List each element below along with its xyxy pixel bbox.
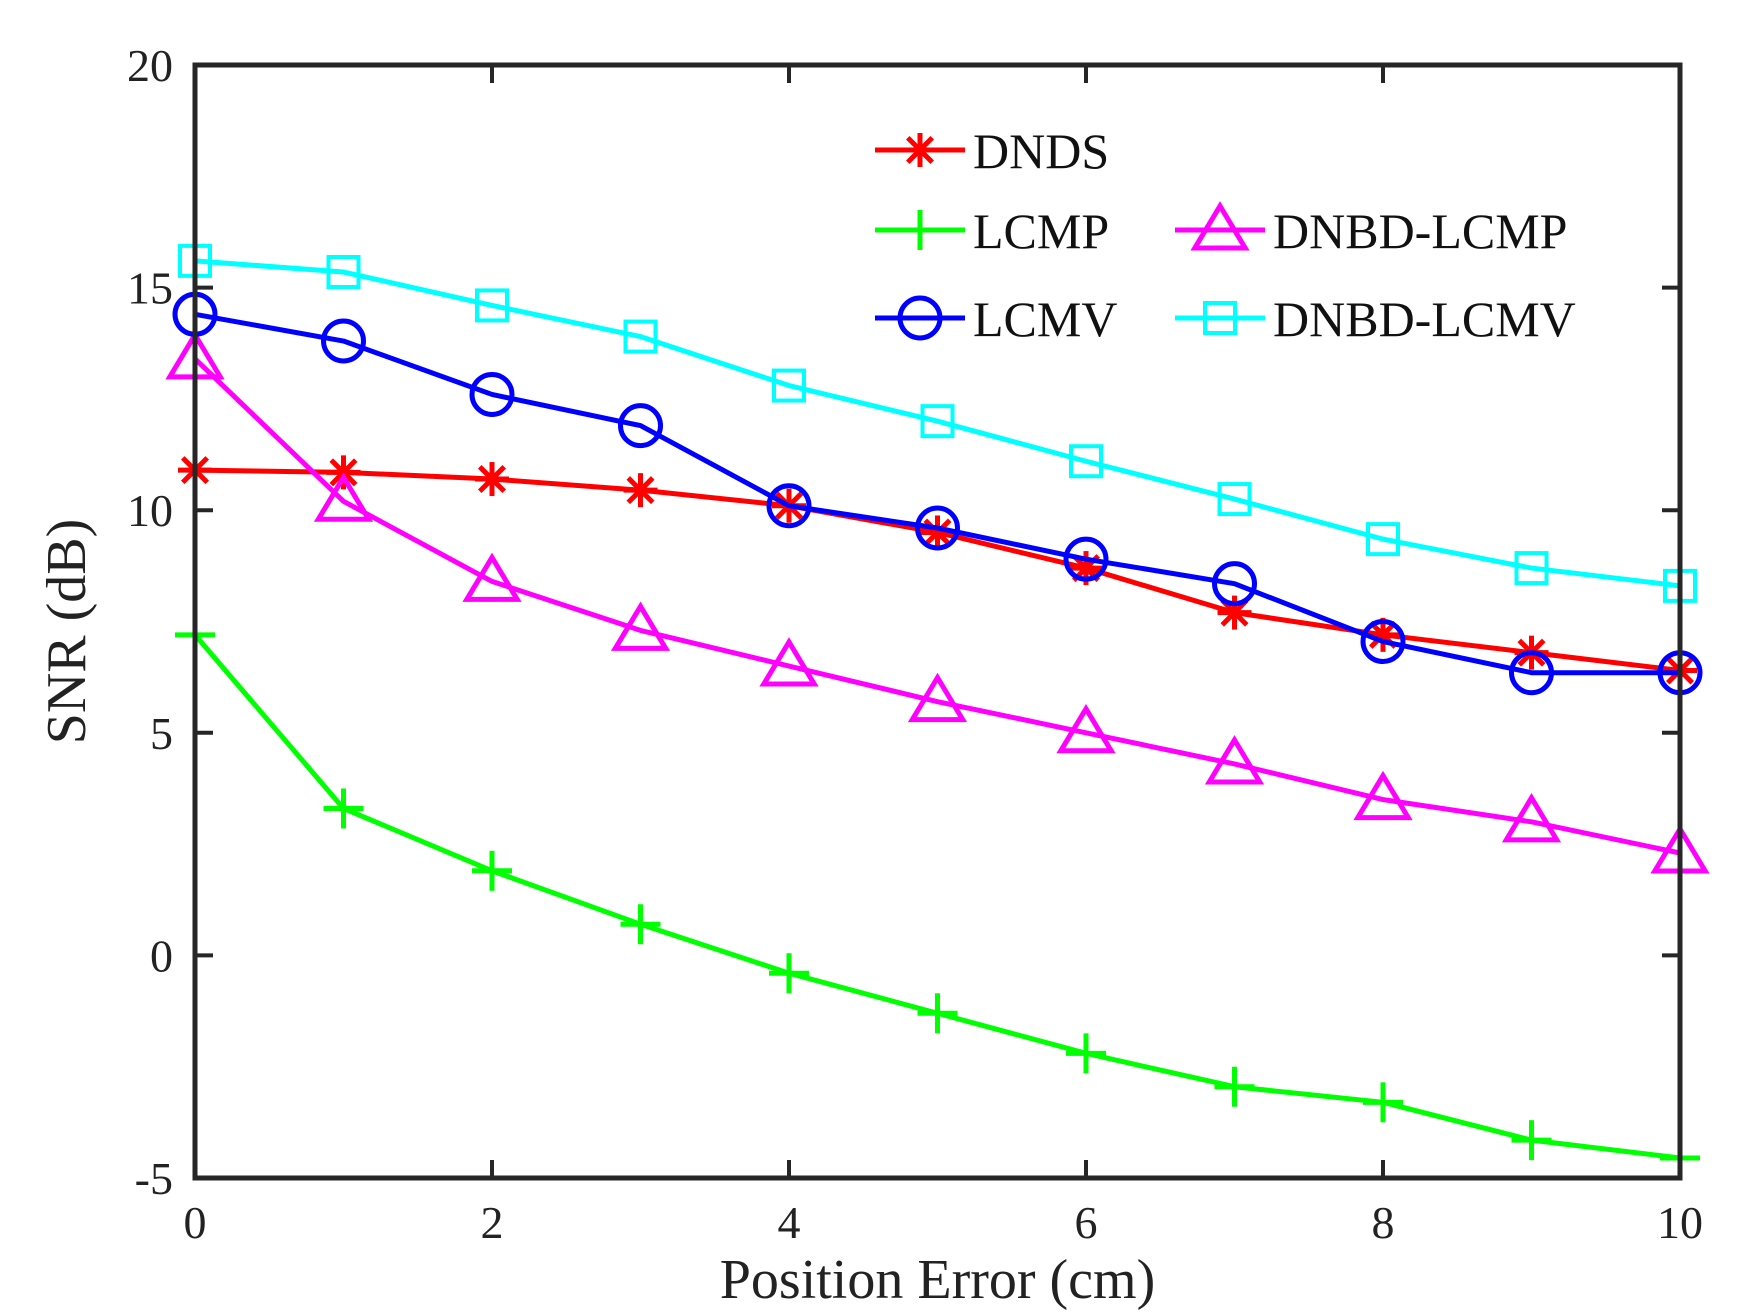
- series-dnbd-lcmv: [178, 243, 1697, 603]
- legend-marker-lcmv: [897, 295, 943, 341]
- data-point-lcmv: [1063, 536, 1109, 582]
- legend-marker-dnbd-lcmv: [1203, 301, 1237, 335]
- data-point-lcmp: [472, 850, 512, 891]
- data-point-lcmv: [1509, 650, 1554, 696]
- x-axis-label: Position Error (cm): [720, 1249, 1155, 1311]
- data-point-dnbd-lcmp: [1056, 703, 1116, 754]
- data-point-dnds: [475, 462, 509, 497]
- data-point-dnbd-lcmp: [462, 552, 522, 602]
- series-line-lcmv: [194, 311, 1680, 676]
- series-line-dnbd-lcmp: [193, 357, 1681, 856]
- legend-entry-lcmv: LCMV: [875, 291, 1117, 347]
- plot-frame: [192, 62, 1683, 1181]
- series-dnds: [178, 453, 1697, 688]
- data-point-lcmp: [1363, 1082, 1403, 1123]
- y-tick-label: 20: [127, 40, 173, 91]
- data-point-lcmv: [915, 505, 960, 551]
- data-point-dnbd-lcmv: [326, 255, 361, 290]
- series-line-dnbd-lcmv: [194, 258, 1681, 589]
- legend-label-dnbd-lcmv: DNBD-LCMV: [1273, 291, 1576, 347]
- data-point-dnbd-lcmp: [1204, 735, 1265, 785]
- x-tick-label: 6: [1075, 1197, 1098, 1248]
- data-point-lcmp: [1214, 1066, 1255, 1107]
- legend-entry-lcmp: LCMP: [875, 203, 1109, 259]
- data-point-dnbd-lcmv: [475, 288, 509, 323]
- data-point-dnbd-lcmp: [907, 672, 968, 723]
- data-point-lcmv: [321, 318, 366, 364]
- legend-entry-dnbd-lcmp: DNBD-LCMP: [1175, 201, 1567, 259]
- data-point-lcmv: [1360, 619, 1406, 665]
- legend-label-dnbd-lcmp: DNBD-LCMP: [1273, 203, 1567, 259]
- y-axis-label: SNR (dB): [36, 519, 98, 745]
- data-point-lcmv: [469, 371, 515, 417]
- x-tick-label: 4: [778, 1197, 801, 1248]
- legend-label-lcmp: LCMP: [973, 203, 1109, 259]
- data-point-lcmv: [618, 403, 663, 449]
- data-point-lcmp: [323, 788, 364, 829]
- ticks-layer: [193, 63, 1682, 1180]
- legend: DNDS LCMP DNBD-LCMP LCMV DNBD-LCMV: [875, 123, 1576, 347]
- data-point-lcmp: [769, 953, 809, 994]
- y-tick-label: 15: [127, 263, 173, 314]
- data-point-lcmv: [766, 483, 812, 529]
- legend-label-lcmv: LCMV: [973, 291, 1117, 347]
- legend-entry-dnbd-lcmv: DNBD-LCMV: [1175, 291, 1576, 347]
- data-point-dnbd-lcmp: [759, 637, 819, 687]
- y-tick-label: 10: [127, 485, 173, 536]
- series-lcmp: [175, 614, 1700, 1178]
- data-point-lcmp: [1511, 1120, 1552, 1161]
- x-tick-label: 0: [184, 1197, 207, 1248]
- data-point-dnbd-lcmv: [1217, 482, 1252, 517]
- data-point-dnbd-lcmv: [920, 404, 955, 439]
- data-point-dnbd-lcmp: [1353, 770, 1413, 821]
- series-lcmv: [172, 291, 1703, 696]
- data-point-dnds: [623, 473, 658, 508]
- data-point-lcmp: [1066, 1033, 1106, 1074]
- data-point-dnbd-lcmv: [1366, 522, 1400, 557]
- x-tick-label: 2: [481, 1197, 504, 1248]
- y-tick-label: 5: [150, 708, 173, 759]
- data-point-dnds: [326, 455, 361, 490]
- legend-marker-lcmp: [900, 210, 940, 250]
- legend-marker-dnbd-lcmp: [1190, 201, 1250, 251]
- data-point-dnbd-lcmv: [1514, 551, 1549, 586]
- data-point-lcmp: [917, 993, 958, 1034]
- y-tick-label: 0: [150, 930, 173, 981]
- data-point-lcmv: [1212, 561, 1257, 607]
- y-tick-label: -5: [135, 1153, 173, 1204]
- legend-label-dnds: DNDS: [973, 123, 1109, 179]
- data-point-lcmp: [620, 904, 661, 945]
- x-tick-label: 10: [1657, 1197, 1703, 1248]
- data-point-dnbd-lcmv: [623, 319, 658, 354]
- data-point-dnbd-lcmv: [1069, 444, 1103, 479]
- x-tick-label: 8: [1372, 1197, 1395, 1248]
- data-point-dnbd-lcmv: [772, 368, 806, 403]
- legend-marker-dnds: [903, 133, 937, 167]
- series-dnbd-lcmp: [165, 329, 1710, 874]
- data-point-dnbd-lcmp: [313, 472, 374, 522]
- legend-entry-dnds: DNDS: [875, 123, 1109, 179]
- data-point-dnbd-lcmp: [610, 601, 671, 651]
- series-layer: [165, 243, 1710, 1178]
- data-point-dnbd-lcmp: [1501, 792, 1562, 843]
